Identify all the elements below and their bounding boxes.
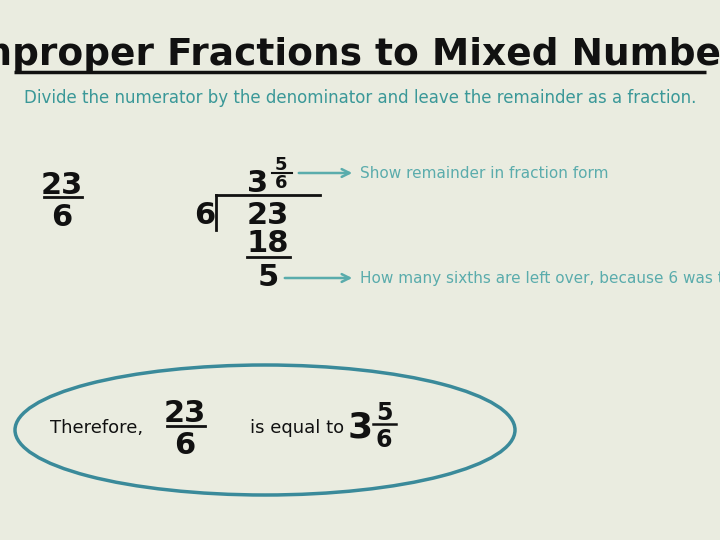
Text: 6: 6 — [194, 200, 215, 230]
Text: Improper Fractions to Mixed Numbers: Improper Fractions to Mixed Numbers — [0, 37, 720, 73]
Text: 3: 3 — [248, 168, 269, 198]
Text: 18: 18 — [247, 230, 289, 259]
Text: 23: 23 — [247, 200, 289, 230]
Text: is equal to: is equal to — [250, 419, 344, 437]
Text: Show remainder in fraction form: Show remainder in fraction form — [360, 165, 608, 180]
Text: Therefore,: Therefore, — [50, 419, 143, 437]
Text: 6: 6 — [275, 174, 287, 192]
Text: Divide the numerator by the denominator and leave the remainder as a fraction.: Divide the numerator by the denominator … — [24, 89, 696, 107]
Text: 23: 23 — [41, 171, 83, 199]
Text: 6: 6 — [51, 204, 73, 233]
Text: 6: 6 — [174, 430, 196, 460]
Text: How many sixths are left over, because 6 was the divisor: How many sixths are left over, because 6… — [360, 271, 720, 286]
Text: 6: 6 — [376, 428, 392, 452]
Text: 23: 23 — [164, 399, 206, 428]
Text: 5: 5 — [257, 264, 279, 293]
Text: 5: 5 — [275, 156, 287, 174]
Text: 3: 3 — [348, 411, 372, 445]
Text: 5: 5 — [376, 401, 392, 425]
